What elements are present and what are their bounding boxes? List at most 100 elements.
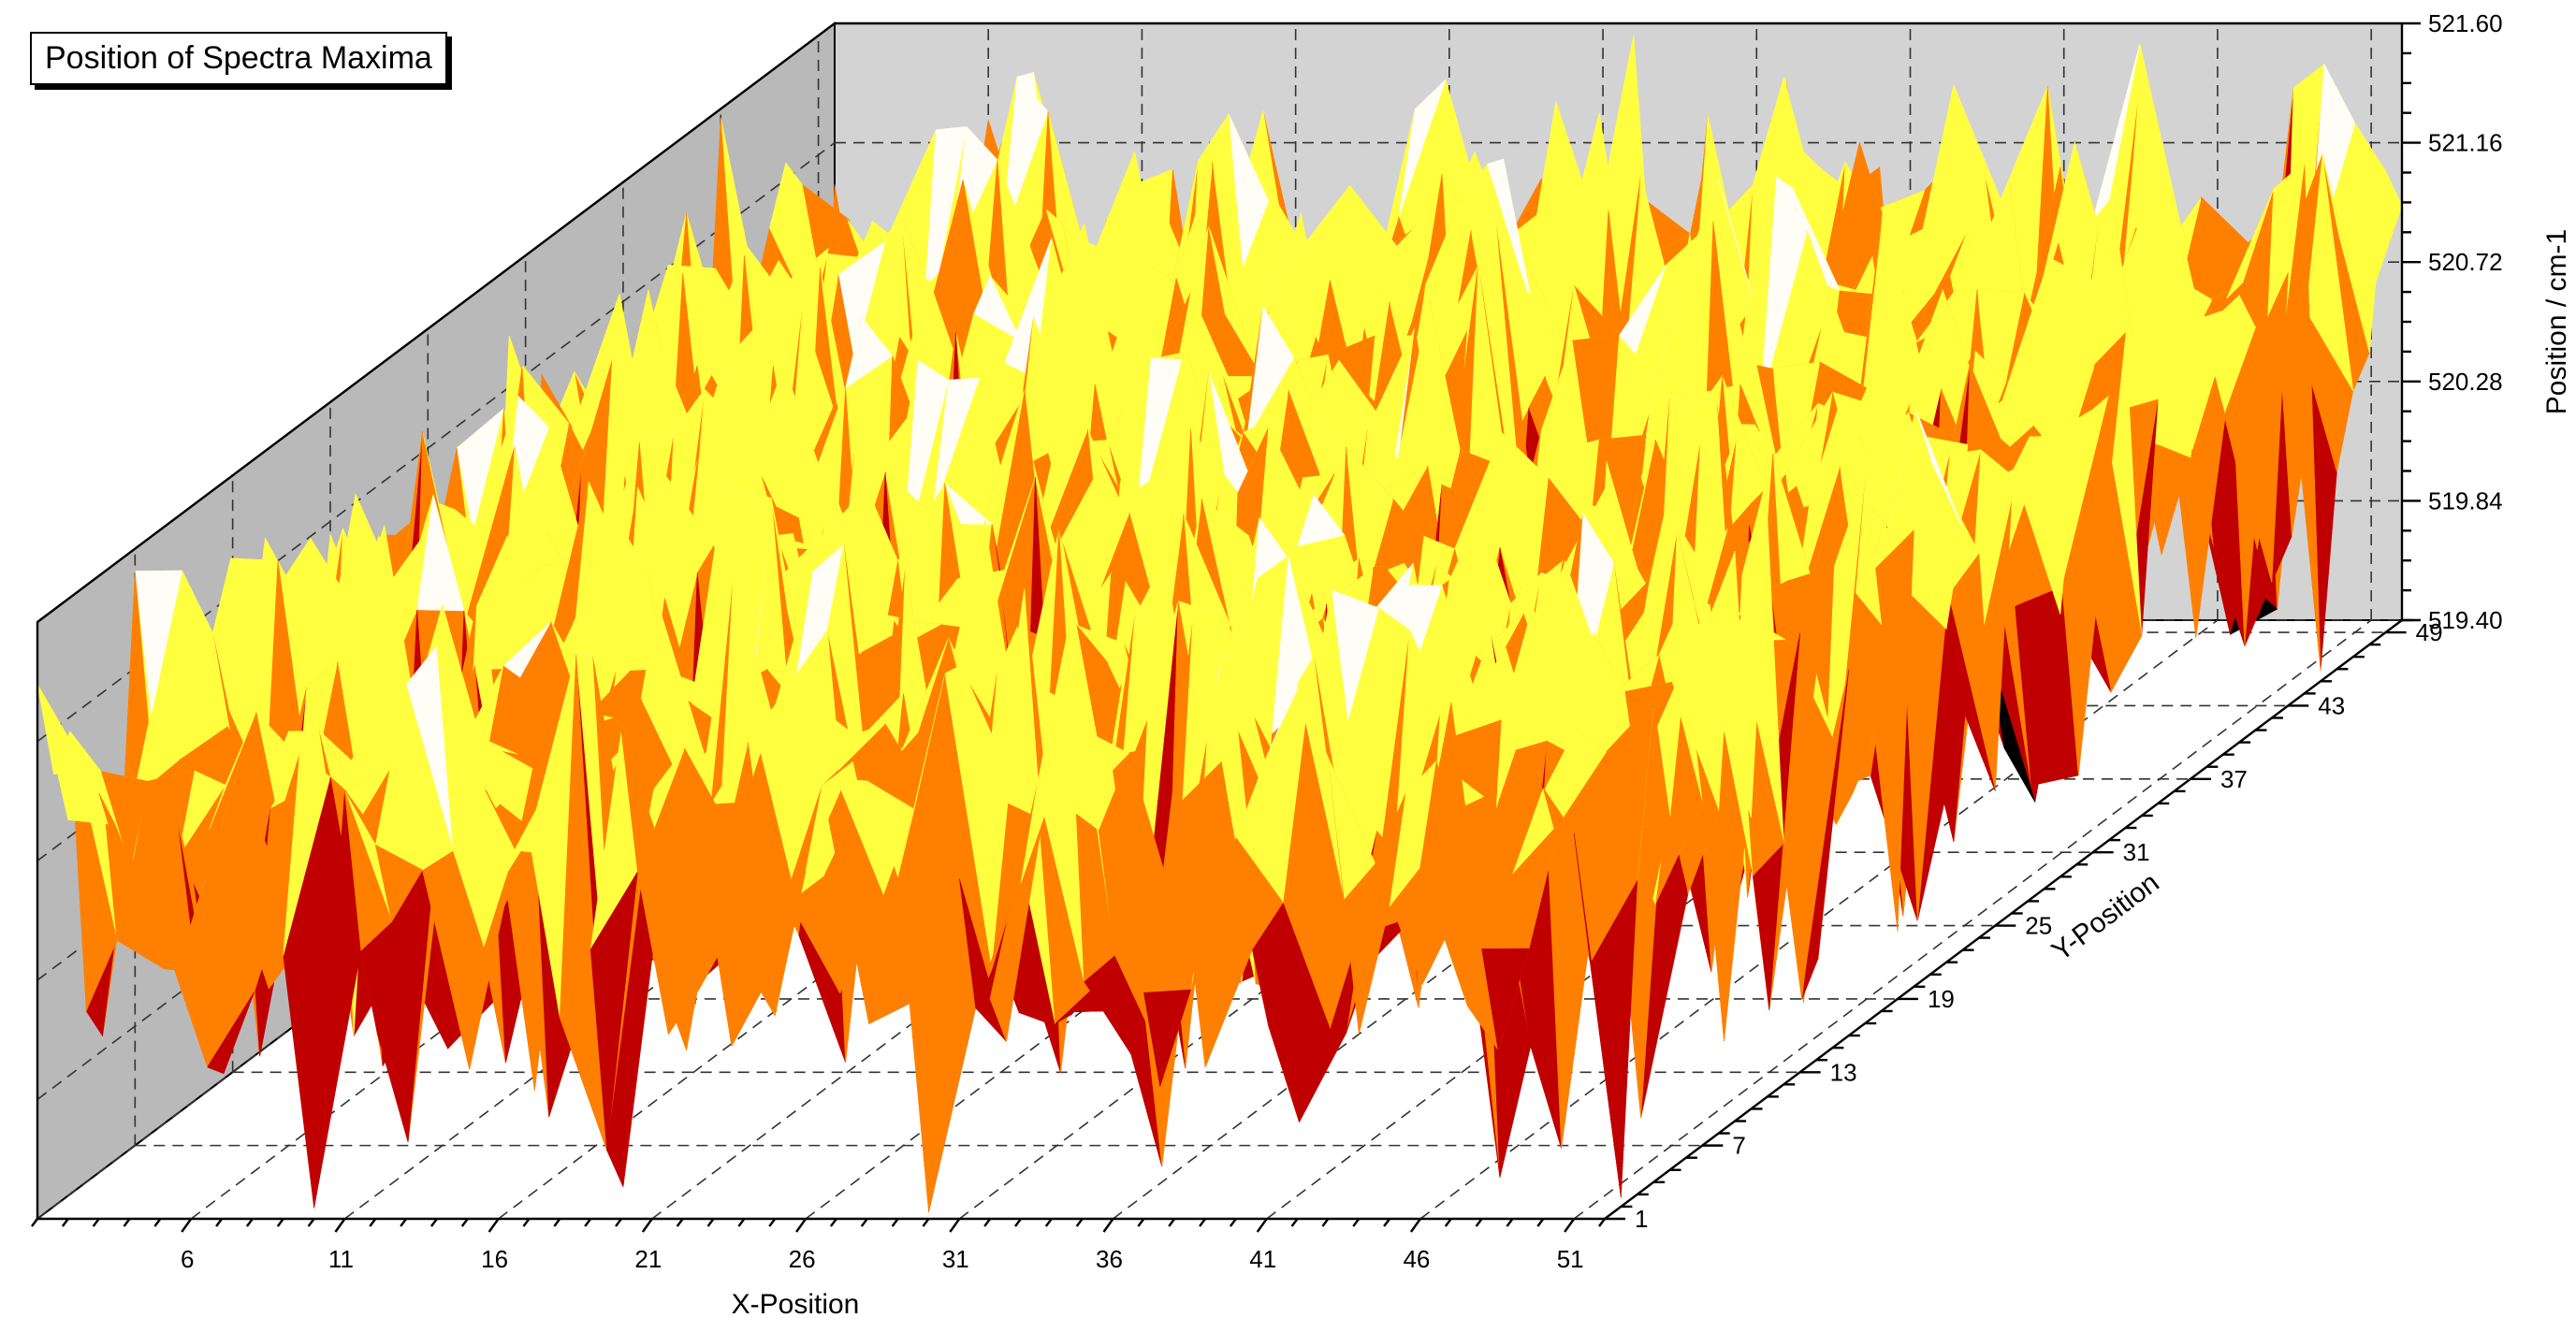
surface-facet [2321,154,2370,354]
surface-facet [1118,557,1166,816]
surface-facet [720,117,768,349]
surface-facet [1487,158,1535,315]
surface-facet [2306,154,2354,391]
surface-facet [1801,669,1850,1000]
surface-facet [2092,43,2141,221]
surface-facet [744,754,792,964]
surface-facet [1453,717,1502,736]
surface-facet [932,377,981,515]
surface-facet [1282,902,1331,1122]
surface-facet [2145,449,2193,555]
surface-facet [360,950,409,1142]
surface-facet [2226,188,2275,299]
surface-facet [640,601,689,798]
surface-facet [405,684,454,871]
surface-facet [277,560,326,664]
surface-facet [874,398,922,465]
surface-facet [1098,830,1146,1021]
surface-facet [1398,80,1447,217]
surface-facet [1208,225,1257,367]
surface-facet [2127,347,2175,409]
surface-facet [837,723,886,771]
surface-facet [344,790,393,951]
surface-facet [178,770,226,857]
surface-facet [1246,305,1295,440]
surface-facet [221,772,269,990]
surface-facet [438,502,487,541]
surface-facet [36,684,85,775]
surface-facet [901,637,949,751]
surface-facet [1759,176,1808,406]
surface-facet [313,776,362,1209]
surface-facet [1331,589,1379,720]
surface-facet [283,754,331,956]
surface-facet [1619,264,1666,355]
surface-facet [1947,594,1996,791]
surface-facet [1346,445,1394,609]
surface-facet [502,621,551,678]
surface-facet [252,754,300,990]
surface-facet [559,654,607,1151]
surface-facet [454,732,502,752]
surface-facet [1040,428,1088,553]
surface-facet [1114,955,1162,1167]
surface-facet [467,756,516,947]
surface-facet [1915,409,1963,529]
surface-facet [129,815,178,946]
surface-facet [2029,435,2077,439]
surface-facet [1546,632,1594,742]
surface-facet [798,387,846,527]
surface-mesh [36,35,2403,1213]
surface-facet [416,494,465,612]
surface-facet [589,871,638,1151]
surface-facet [2001,257,2050,401]
surface-facet [532,427,580,547]
grid-line [36,141,836,743]
surface-facet [1252,948,1300,1122]
surface-facet [345,762,394,815]
surface-facet [713,754,762,935]
surface-facet [1437,251,1486,377]
surface-facet [845,316,894,389]
surface-facet [1297,494,1346,547]
surface-facet [160,816,208,1067]
grid-line [1573,619,2372,1220]
surface-facet [179,723,228,760]
surface-facet [944,483,993,525]
surface-facet [1842,436,1891,524]
surface-facet [682,912,731,991]
surface-facet [2061,395,2110,775]
surface-facet [1082,469,1130,636]
surface-facet [2224,375,2273,583]
surface-facet [1515,607,1564,751]
surface-facet [796,543,844,675]
surface-facet [502,751,549,1118]
surface-facet [747,697,795,755]
surface-facet [956,312,1006,377]
surface-facet [837,240,886,360]
surface-facet [1716,175,1765,337]
surface-facet [134,570,182,716]
surface-facet [1590,751,1638,963]
surface-facet [997,159,1045,287]
surface-facet [2015,586,2063,786]
surface-facet [374,844,423,923]
surface-facet [498,791,546,887]
surface-facet [2338,122,2386,235]
surface-facet [1658,618,1707,656]
surface-facet [973,275,1022,342]
surface-facet [620,731,669,1035]
surface-facet [207,991,255,1075]
surface-facet [1514,944,1562,1149]
surface-facet [1906,85,1955,309]
surface-facet [1866,528,1915,577]
grid-line [1419,619,2219,1220]
surface-facet [209,712,257,831]
surface-facet [485,750,534,790]
surface-facet [529,654,576,838]
surface-facet [255,712,304,773]
surface-facet [456,408,504,531]
surface-facet [1004,238,1053,364]
surface-facet [132,717,182,799]
